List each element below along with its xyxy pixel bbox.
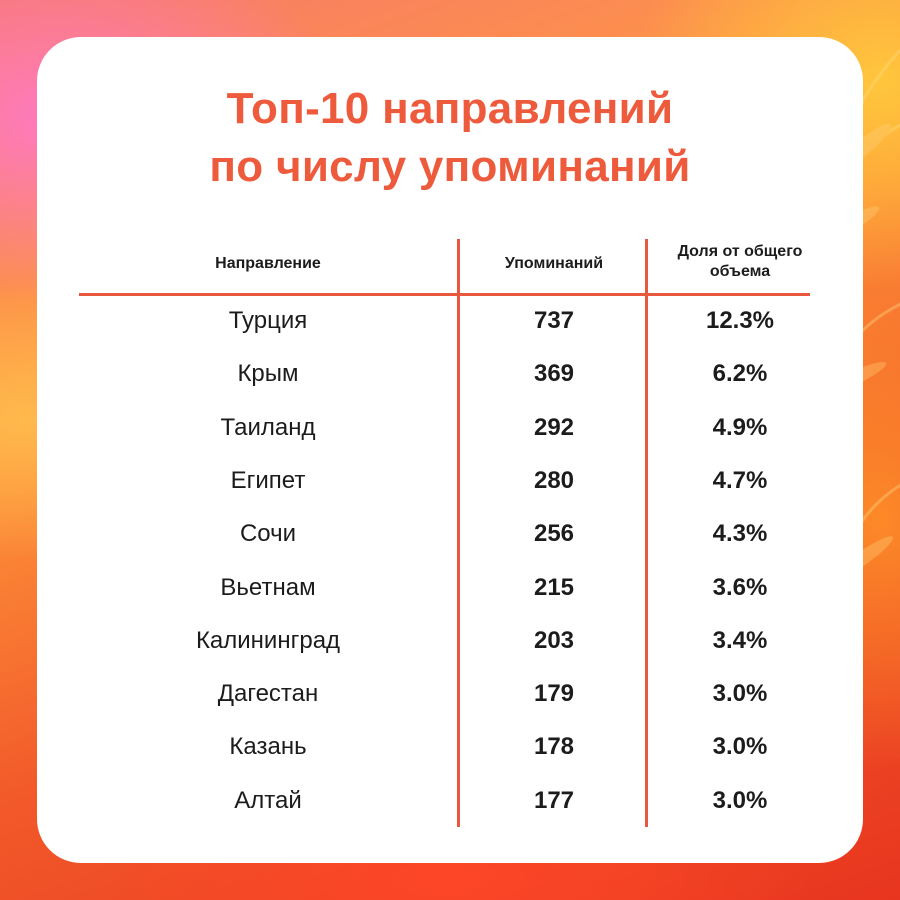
share-cell: 3.0% — [712, 786, 768, 814]
table-row: Таиланд 292 4.9% — [37, 408, 863, 448]
share-cell: 12.3% — [705, 307, 775, 334]
destination-cell: Казань — [229, 733, 307, 761]
header-destination: Направление — [215, 255, 321, 272]
column-divider-1 — [457, 239, 460, 827]
destination-cell: Египет — [230, 466, 306, 494]
destination-cell: Алтай — [234, 786, 302, 814]
header-divider — [79, 293, 810, 296]
page-subtitle: по числу упоминаний — [209, 142, 691, 191]
mentions-cell: 280 — [533, 466, 575, 494]
destination-cell: Крым — [237, 360, 299, 388]
header-share-line2: объема — [709, 263, 771, 280]
mentions-cell: 737 — [533, 307, 575, 334]
mentions-cell: 177 — [533, 786, 575, 814]
table-row: Дагестан 179 3.0% — [37, 674, 863, 714]
table-row: Сочи 256 4.3% — [37, 514, 863, 554]
table-row: Крым 369 6.2% — [37, 354, 863, 394]
mentions-cell: 178 — [533, 733, 575, 761]
mentions-cell: 179 — [533, 680, 575, 708]
mentions-cell: 215 — [533, 573, 575, 601]
table-row: Турция 737 12.3% — [37, 301, 863, 341]
destination-cell: Таиланд — [220, 413, 316, 441]
destination-cell: Дагестан — [217, 680, 319, 708]
table-row: Калининград 203 3.4% — [37, 621, 863, 661]
destination-cell: Турция — [228, 307, 308, 334]
share-cell: 6.2% — [712, 360, 768, 388]
destination-cell: Сочи — [239, 520, 297, 548]
table-card: Топ-10 направлений по числу упоминаний Н… — [37, 37, 863, 863]
share-cell: 4.9% — [712, 413, 768, 441]
share-cell: 3.0% — [712, 733, 768, 761]
header-share-line1: Доля от общего — [677, 243, 803, 260]
mentions-cell: 292 — [533, 413, 575, 441]
share-cell: 4.3% — [712, 520, 768, 548]
share-cell: 3.4% — [712, 626, 768, 654]
share-cell: 4.7% — [712, 466, 768, 494]
mentions-cell: 256 — [533, 520, 575, 548]
share-cell: 3.6% — [712, 573, 768, 601]
table-row: Египет 280 4.7% — [37, 461, 863, 501]
destination-cell: Калининград — [195, 626, 341, 654]
mentions-cell: 203 — [533, 626, 575, 654]
header-mentions: Упоминаний — [504, 255, 604, 272]
mentions-cell: 369 — [533, 360, 575, 388]
destination-cell: Вьетнам — [220, 573, 316, 601]
table-row: Вьетнам 215 3.6% — [37, 568, 863, 608]
page-title: Топ-10 направлений — [226, 84, 674, 133]
table-row: Казань 178 3.0% — [37, 727, 863, 767]
share-cell: 3.0% — [712, 680, 768, 708]
column-divider-2 — [645, 239, 648, 827]
table-row: Алтай 177 3.0% — [37, 781, 863, 821]
